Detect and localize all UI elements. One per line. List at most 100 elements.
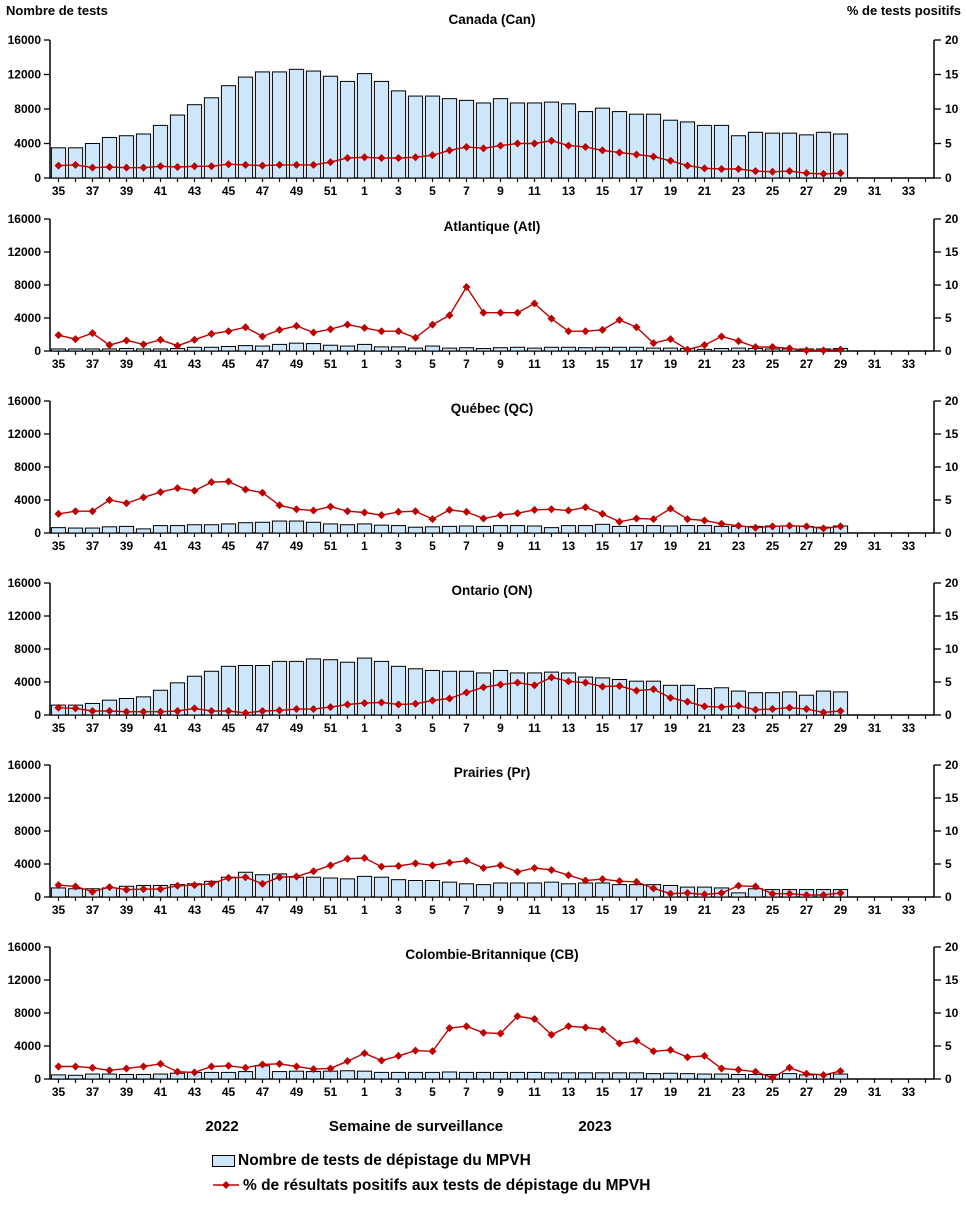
diamond-marker (360, 323, 369, 332)
right-tick-label: 5 (945, 493, 952, 507)
diamond-marker (54, 881, 63, 890)
diamond-marker (700, 702, 709, 711)
left-axis-title: Nombre de tests (6, 3, 108, 18)
x-tick-label: 29 (834, 1085, 848, 1099)
x-tick-label: 45 (222, 357, 236, 371)
chart-prairies: Prairies (Pr)040008000120001600005101520… (8, 758, 959, 917)
chart-atlantique: Atlantique (Atl) 0 4000 8000 12000 16000 0 5 10 1… (8, 212, 959, 371)
diamond-marker (734, 337, 743, 346)
diamond-marker (309, 160, 318, 169)
x-tick-label: 11 (528, 357, 541, 371)
diamond-marker (734, 165, 743, 174)
diamond-marker (683, 889, 692, 898)
diamond-marker (649, 685, 658, 694)
diamond-marker (207, 162, 216, 171)
diamond-marker (717, 519, 726, 528)
diamond-marker (598, 325, 607, 334)
diamond-marker (394, 327, 403, 336)
diamond-marker (819, 346, 828, 355)
x-tick-label: 7 (463, 357, 470, 371)
diamond-marker (547, 1030, 556, 1039)
diamond-marker (479, 1028, 488, 1037)
x-tick-label: 37 (86, 357, 100, 371)
x-tick-label: 23 (732, 539, 746, 553)
diamond-marker (734, 881, 743, 890)
x-tick-label: 45 (222, 1085, 236, 1099)
x-axis-ticks: 35 37 39 41 43 45 47 49 51 1 3 5 7 9 11 13 15 17 19 21 23 25 2… (52, 1079, 927, 1099)
diamond-marker (411, 1046, 420, 1055)
right-tick-label: 5 (945, 857, 952, 871)
x-tick-label: 33 (902, 184, 916, 198)
chart-canada: Nombre de tests % de tests positifs Canada… (6, 3, 961, 198)
x-tick-label: 31 (868, 539, 882, 553)
diamond-marker (615, 517, 624, 526)
diamond-marker (547, 865, 556, 874)
chart-quebec: Québec (QC)04000800012000160000510152035… (8, 394, 959, 553)
diamond-marker (394, 700, 403, 709)
diamond-marker (411, 333, 420, 342)
line-diamond-swatch-icon (212, 1179, 240, 1191)
diamond-marker (700, 1051, 709, 1060)
diamond-marker (819, 1071, 828, 1080)
x-tick-label: 35 (52, 539, 66, 553)
diamond-marker (513, 678, 522, 687)
diamond-marker (207, 707, 216, 716)
diamond-marker (122, 707, 131, 716)
x-tick-label: 43 (188, 903, 202, 917)
left-axis-ticks: 0 4000 8000 12000 16000 (8, 212, 50, 358)
x-tick-label: 15 (596, 357, 610, 371)
diamond-marker (717, 703, 726, 712)
diamond-marker (479, 308, 488, 317)
diamond-marker (666, 335, 675, 344)
diamond-marker (122, 885, 131, 894)
diamond-marker (292, 705, 301, 714)
right-tick-label: 15 (945, 973, 959, 987)
x-tick-label: 19 (664, 903, 678, 917)
diamond-marker (173, 162, 182, 171)
diamond-marker (802, 522, 811, 531)
diamond-marker (564, 506, 573, 515)
x-tick-label: 29 (834, 721, 848, 735)
x-tick-label: 25 (766, 721, 780, 735)
diamond-marker (649, 339, 658, 348)
x-tick-label: 21 (698, 184, 712, 198)
diamond-marker (496, 511, 505, 520)
pct-positive-line (54, 673, 845, 718)
diamond-marker (224, 160, 233, 169)
panel-title: Colombie-Britannique (CB) (405, 947, 578, 962)
diamond-marker (564, 141, 573, 150)
diamond-marker (105, 883, 114, 892)
diamond-marker (513, 139, 522, 148)
x-tick-label: 11 (528, 721, 541, 735)
x-tick-label: 49 (290, 903, 304, 917)
diamond-marker (496, 861, 505, 870)
diamond-marker (802, 169, 811, 178)
diamond-marker (445, 694, 454, 703)
right-axis-ticks: 0 5 10 15 20 (934, 394, 959, 540)
diamond-marker (156, 162, 165, 171)
diamond-marker (71, 704, 80, 713)
x-tick-label: 35 (52, 903, 66, 917)
left-tick-label: 8000 (14, 1006, 41, 1020)
x-tick-label: 51 (324, 721, 338, 735)
diamond-marker (343, 854, 352, 863)
x-tick-label: 41 (154, 903, 168, 917)
diamond-marker (190, 335, 199, 344)
diamond-marker (173, 1067, 182, 1076)
left-tick-label: 16000 (8, 212, 42, 226)
diamond-marker (122, 499, 131, 508)
diamond-marker (819, 169, 828, 178)
x-tick-label: 17 (630, 539, 644, 553)
left-tick-label: 4000 (14, 857, 41, 871)
x-tick-label: 33 (902, 1085, 916, 1099)
right-axis-ticks: 0 5 10 15 20 (934, 33, 959, 185)
diamond-marker (428, 1047, 437, 1056)
diamond-marker (717, 889, 726, 898)
left-tick-label: 16000 (8, 940, 42, 954)
diamond-marker (496, 680, 505, 689)
diamond-marker (275, 160, 284, 169)
panel-title: Canada (Can) (448, 12, 535, 27)
x-tick-label: 33 (902, 539, 916, 553)
diamond-marker (632, 686, 641, 695)
axes (49, 765, 935, 898)
